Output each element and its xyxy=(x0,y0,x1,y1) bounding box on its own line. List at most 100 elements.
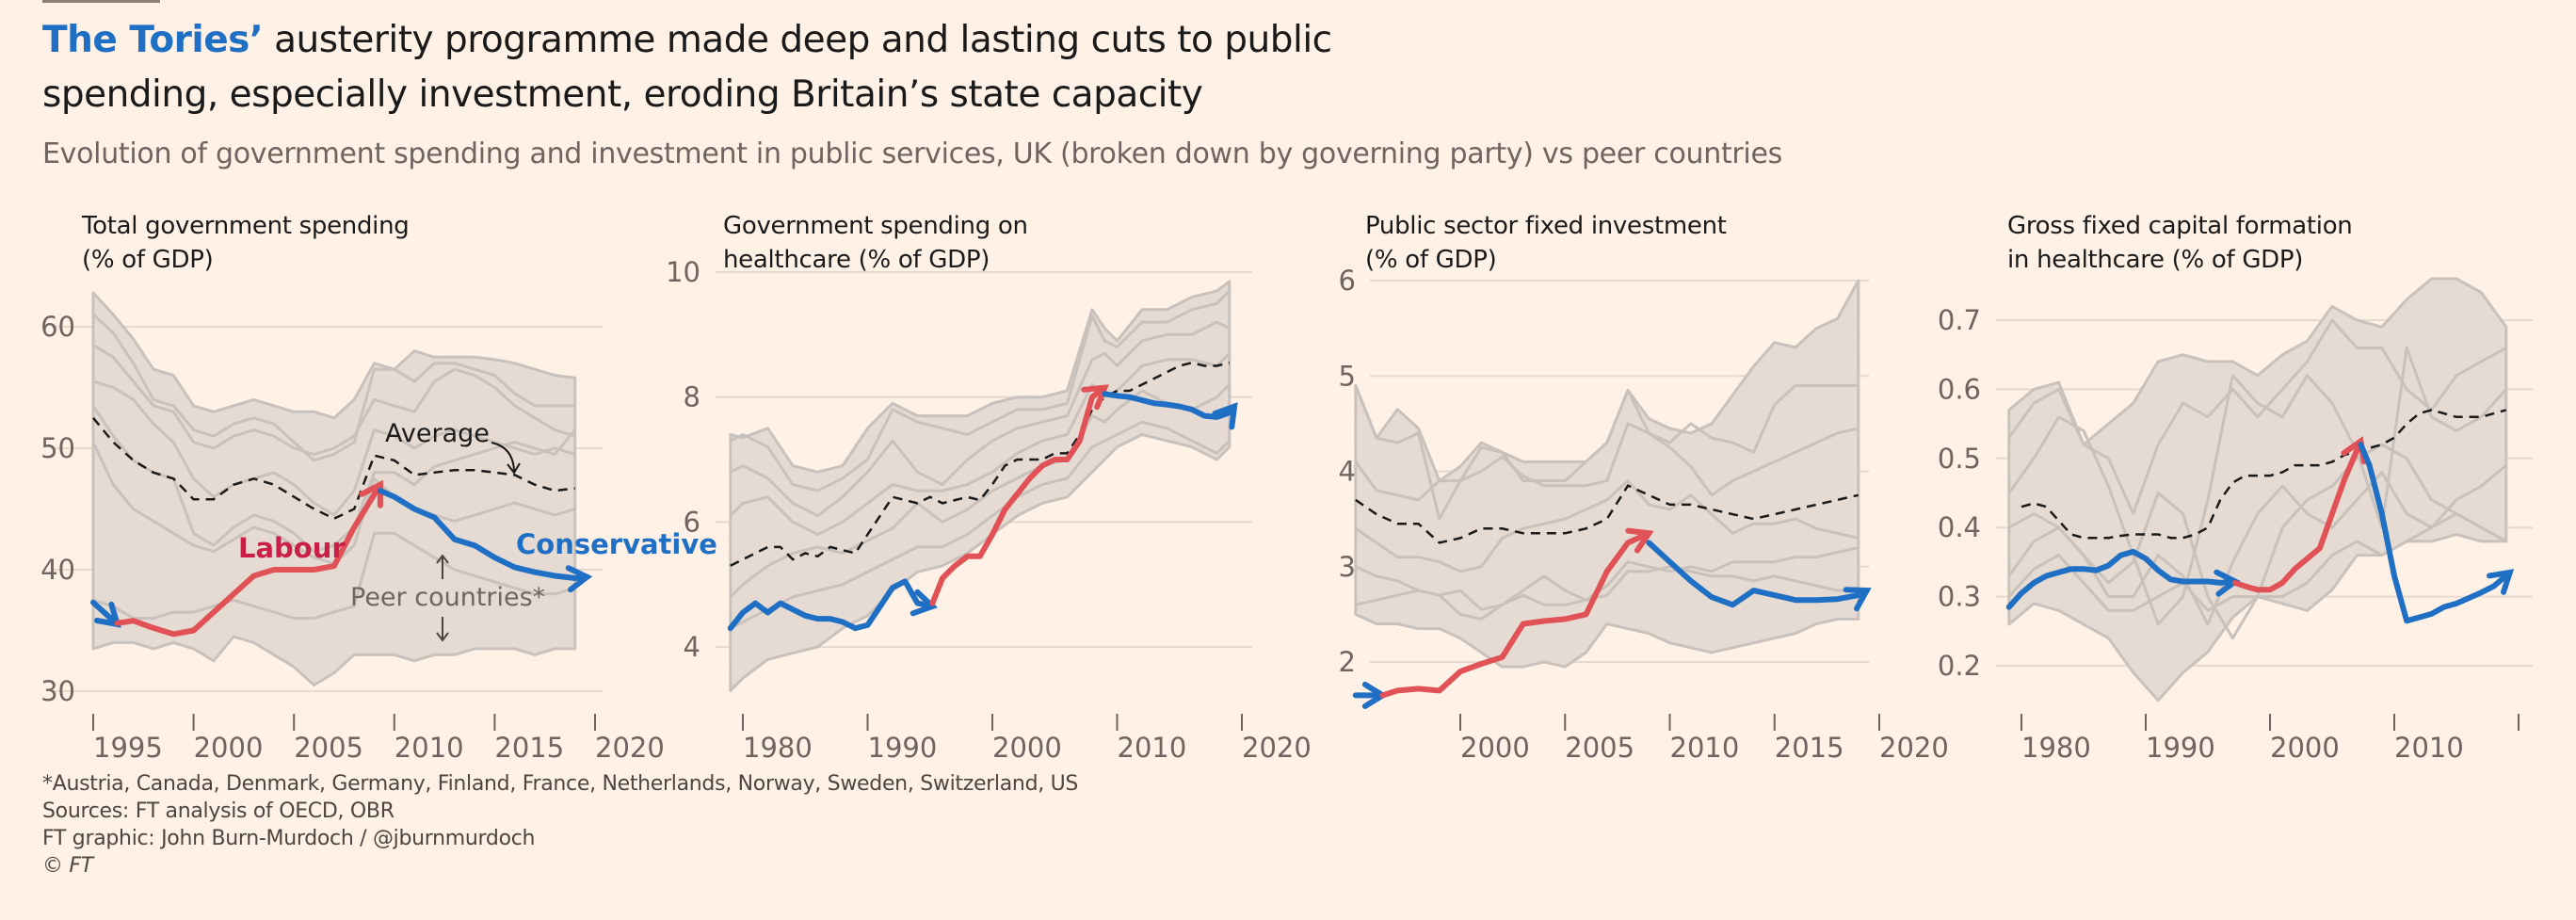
y-tick-label: 30 xyxy=(40,675,75,707)
peer-country-line xyxy=(1355,565,1859,621)
peer-band xyxy=(91,291,577,686)
y-tick-label: 5 xyxy=(1339,360,1356,392)
x-tick-label: 1990 xyxy=(2146,732,2215,764)
chart-1-title-line2: (% of GDP) xyxy=(82,246,214,274)
y-tick-label: 8 xyxy=(684,381,700,413)
x-tick-label: 2010 xyxy=(2394,732,2464,764)
peer-country-line xyxy=(730,420,1231,630)
page-title: The Tories’ austerity programme made dee… xyxy=(42,13,1455,122)
peer-country-line xyxy=(729,383,1231,598)
chart-healthcare-spending: 4 6 8 10 1980 1990 2000 2010 2020 xyxy=(666,256,1312,764)
conservative-line xyxy=(1646,540,1870,608)
x-tick-label: 2000 xyxy=(1460,732,1530,764)
average-label: Average xyxy=(385,419,490,448)
labour-line xyxy=(1379,530,1652,699)
chart-4-title: Gross fixed capital formation in healthc… xyxy=(2007,209,2353,277)
peer-country-line xyxy=(92,344,576,456)
footer-note: *Austria, Canada, Denmark, Germany, Finl… xyxy=(42,772,1079,796)
peer-country-line xyxy=(1354,383,1859,521)
peer-country-line xyxy=(730,289,1231,492)
y-tick-label: 50 xyxy=(40,432,75,464)
y-tick-label: 6 xyxy=(1339,265,1356,297)
chart-3-title-line1: Public sector fixed investment xyxy=(1365,212,1727,240)
conservative-line xyxy=(377,488,590,581)
conservative-label: Conservative xyxy=(516,528,717,560)
y-tick-label: 0.5 xyxy=(1938,443,1981,475)
footer: *Austria, Canada, Denmark, Germany, Finl… xyxy=(42,770,1078,880)
conservative-line xyxy=(2005,548,2238,610)
y-tick-label: 6 xyxy=(684,506,700,538)
conservative-arrowhead-icon xyxy=(2487,569,2515,595)
conservative-line xyxy=(727,578,936,632)
x-tick-label: 2000 xyxy=(992,732,1062,764)
labour-line xyxy=(2232,438,2364,593)
labour-line xyxy=(929,384,1108,606)
y-tick-label: 4 xyxy=(684,631,700,663)
conservative-line xyxy=(90,599,121,627)
average-line xyxy=(92,417,575,521)
y-tick-label: 40 xyxy=(40,554,75,586)
peer-country-line xyxy=(1354,479,1860,573)
peer-country-line xyxy=(2007,346,2507,626)
x-tick-label: 1980 xyxy=(2021,732,2091,764)
y-tick-label: 0.2 xyxy=(1938,650,1981,682)
x-tick-label: 2015 xyxy=(494,732,564,764)
peer-band xyxy=(2007,277,2508,702)
y-tick-label: 4 xyxy=(1339,456,1356,488)
chart-total-spending: 30 40 50 60 1995 2000 2005 2010 2015 2020 xyxy=(40,291,665,764)
conservative-arrowhead-icon xyxy=(910,589,939,617)
average-pointer-arrow xyxy=(491,442,515,472)
peer-band xyxy=(1354,279,1860,669)
conservative-arrowhead-icon xyxy=(1212,402,1238,430)
x-tick-label: 2005 xyxy=(294,732,363,764)
y-tick-label: 10 xyxy=(666,256,700,288)
x-tick-label: 1980 xyxy=(743,732,813,764)
chart-3-title-line2: (% of GDP) xyxy=(1365,246,1497,274)
peer-country-line xyxy=(1354,422,1860,502)
x-tick-label: 1995 xyxy=(93,732,163,764)
chart-4-title-line1: Gross fixed capital formation xyxy=(2007,212,2353,240)
chart-public-investment: 2 3 4 5 6 2000 2005 2010 2015 2020 xyxy=(1339,265,1949,764)
peer-country-line xyxy=(92,379,576,517)
peer-country-line xyxy=(2007,512,2507,612)
title-rest-line1: austerity programme made deep and lastin… xyxy=(263,19,1332,61)
conservative-line xyxy=(2358,442,2513,624)
title-highlight: The Tories’ xyxy=(42,19,264,61)
x-tick-label: 2000 xyxy=(2270,732,2340,764)
x-tick-label: 2020 xyxy=(595,732,665,764)
peer-up-arrow-icon xyxy=(436,554,449,579)
title-line2: spending, especially investment, eroding… xyxy=(42,73,1203,116)
x-tick-label: 2010 xyxy=(1670,732,1740,764)
x-tick-label: 2020 xyxy=(1242,732,1312,764)
x-tick-label: 2000 xyxy=(194,732,264,764)
labour-arrowhead-icon xyxy=(359,479,383,508)
conservative-line xyxy=(1102,391,1238,420)
peer-countries-label: Peer countries* xyxy=(350,583,545,612)
y-tick-label: 3 xyxy=(1339,551,1356,583)
labour-arrowhead-icon xyxy=(1081,384,1109,411)
chart-healthcare-capital: 0.2 0.3 0.4 0.5 0.6 0.7 1980 1990 2000 2010 xyxy=(1938,277,2533,764)
average-line xyxy=(2021,409,2507,540)
chart-1-title: Total government spending (% of GDP) xyxy=(82,209,410,277)
peer-country-line xyxy=(92,531,576,621)
chart-2-title-line1: Government spending on xyxy=(723,212,1028,240)
x-tick-label: 2015 xyxy=(1775,732,1844,764)
y-tick-label: 0.7 xyxy=(1938,304,1981,336)
y-tick-label: 0.4 xyxy=(1938,511,1981,543)
x-tick-label: 2010 xyxy=(1118,732,1187,764)
chart-1-title-line1: Total government spending xyxy=(82,212,410,240)
average-line xyxy=(730,361,1231,567)
chart-2-title-line2: healthcare (% of GDP) xyxy=(723,246,990,274)
average-pointer-arrowhead xyxy=(507,462,521,475)
y-tick-label: 2 xyxy=(1339,646,1356,678)
labour-arrowhead-icon xyxy=(1625,527,1654,554)
y-tick-label: 0.3 xyxy=(1938,581,1981,613)
peer-country-line xyxy=(730,320,1231,518)
footer-credit: FT graphic: John Burn-Murdoch / @jburnmu… xyxy=(42,827,536,850)
footer-copyright: © FT xyxy=(42,854,93,878)
chart-3-title: Public sector fixed investment (% of GDP… xyxy=(1365,209,1727,277)
conservative-arrowhead-icon xyxy=(565,565,593,593)
x-tick-label: 1990 xyxy=(868,732,938,764)
y-tick-label: 0.6 xyxy=(1938,373,1981,405)
